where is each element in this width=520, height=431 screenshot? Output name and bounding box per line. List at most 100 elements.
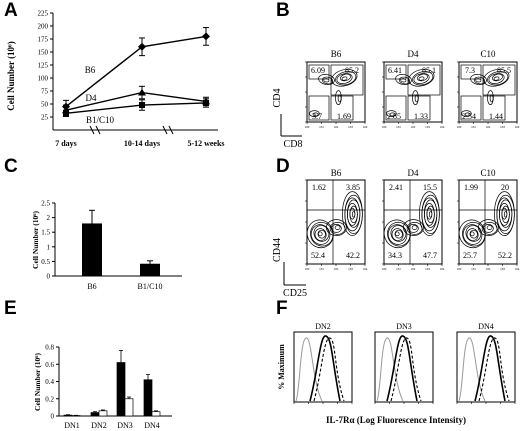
c-x-tick-label: B6: [87, 282, 96, 291]
b-gate: [385, 95, 407, 121]
e-y-tick-label: 0.6: [45, 361, 54, 369]
b-plot-title: C10: [480, 49, 496, 59]
d-quadrant-value: 42.2: [346, 251, 360, 260]
d-x-tick-label: 104: [515, 267, 520, 271]
e-bar: [116, 362, 126, 417]
b-y-axis-label: CD4: [272, 89, 283, 108]
e-y-tick-label: 0: [51, 413, 55, 421]
b-density-contour: [464, 112, 471, 117]
d-density-contour: [331, 224, 342, 233]
b-gate: [385, 64, 407, 80]
d-density-contour: [326, 219, 347, 236]
a-y-tick-label: 75: [41, 88, 49, 96]
b-density-contour: [331, 68, 358, 87]
b-gate: [407, 95, 431, 121]
b-density-contour: [337, 94, 342, 103]
d-quadrant-value: 15.5: [423, 183, 437, 192]
e-bar: [143, 379, 153, 417]
a-y-tick-label: 100: [38, 75, 49, 83]
e-y-tick-label: 0.2: [45, 395, 54, 403]
b-density-contour: [340, 73, 351, 82]
f-y-axis-label: % Maximum: [277, 344, 286, 390]
b-density-contour: [492, 73, 503, 82]
f-histogram-control: [295, 337, 323, 402]
e-bar: [98, 410, 108, 417]
b-density-contour: [418, 76, 425, 81]
d-density-contour: [310, 224, 331, 245]
a-point-marker: [138, 42, 146, 51]
a-y-tick-label: 50: [41, 101, 49, 109]
f-histogram-dashed: [390, 337, 422, 402]
d-density-contour: [391, 228, 404, 241]
b-density-contour: [341, 76, 348, 81]
a-series-label: B1/C10: [86, 115, 115, 125]
a-x-tick-label: 5-12 weeks: [187, 139, 224, 148]
e-y-tick-label: 0.4: [45, 378, 54, 386]
e-y-tick-label: 0.8: [45, 344, 54, 352]
d-x-tick-label: 103: [500, 267, 505, 271]
b-quadrant-value: 85.1: [422, 66, 436, 75]
f-x-axis-label: IL-7Rα (Log Fluorescence Intensity): [326, 415, 466, 425]
panel-letter-e: E: [4, 298, 17, 319]
b-gate: [330, 95, 354, 121]
b-gate: [308, 64, 330, 80]
b-quadrant-value: 2.85: [387, 112, 401, 121]
panel-letter-c: C: [4, 156, 18, 177]
d-density-contour: [314, 228, 327, 241]
d-y-axis-label: CD44: [272, 238, 283, 262]
b-gate: [308, 95, 330, 121]
b-gate: [482, 95, 506, 121]
d-density-contour: [465, 225, 482, 242]
b-quadrant-value: 1.33: [414, 112, 428, 121]
f-plot-frame: [374, 331, 434, 403]
panel-letter-f: F: [276, 298, 288, 319]
d-density-contour: [383, 219, 411, 249]
d-density-contour: [486, 225, 493, 230]
b-density-contour: [414, 94, 419, 103]
b-density-contour: [470, 74, 487, 85]
a-series-label: D4: [86, 93, 97, 103]
d-density-contour: [329, 222, 346, 235]
b-x-tick-label: 103: [348, 125, 353, 129]
b-density-contour: [489, 94, 494, 103]
b-density-contour: [398, 76, 411, 85]
c-x-tick-label: B1/C10: [138, 282, 163, 291]
b-x-tick-label: 102: [411, 125, 416, 129]
b-density-contour: [473, 76, 486, 85]
e-x-tick-label: DN1: [64, 421, 80, 430]
d-plot-title: C10: [480, 168, 496, 178]
d-plot-title: B6: [331, 168, 342, 178]
d-density-contour: [317, 229, 326, 239]
d-quadrant-value: 25.7: [463, 251, 477, 260]
d-x-tick-label: 100: [457, 267, 462, 271]
a-y-tick-label: 125: [38, 62, 49, 70]
b-gate: [460, 64, 482, 80]
b-density-contour: [487, 71, 509, 86]
d-plot-title: D4: [408, 168, 419, 178]
b-density-contour: [309, 110, 320, 117]
a-y-tick-label: 200: [38, 23, 49, 31]
c-bar: [82, 223, 102, 276]
b-quadrant-value: 85.5: [497, 66, 511, 75]
b-density-contour: [493, 76, 500, 81]
d-quadrant-value: 34.3: [388, 251, 402, 260]
b-density-contour: [318, 74, 335, 85]
b-x-tick-label: 103: [500, 125, 505, 129]
d-density-contour: [352, 211, 356, 218]
d-quadrant-value: 2.41: [389, 183, 403, 192]
d-quadrant-value: 52.4: [311, 251, 325, 260]
d-density-contour: [429, 211, 433, 218]
f-histogram-control: [376, 337, 404, 402]
b-density-contour: [321, 76, 334, 85]
f-histogram-dashed: [478, 337, 510, 402]
b-x-tick-label: 101: [319, 125, 324, 129]
a-point-marker: [139, 102, 145, 109]
d-x-axis-label: CD25: [283, 288, 307, 299]
e-bar: [151, 411, 161, 417]
e-bar: [90, 412, 100, 417]
a-series-line: [65, 102, 207, 115]
e-y-axis-label: Cell Number (10⁶): [33, 353, 42, 411]
d-x-tick-label: 102: [411, 267, 416, 271]
d-quadrant-value: 52.2: [498, 251, 512, 260]
